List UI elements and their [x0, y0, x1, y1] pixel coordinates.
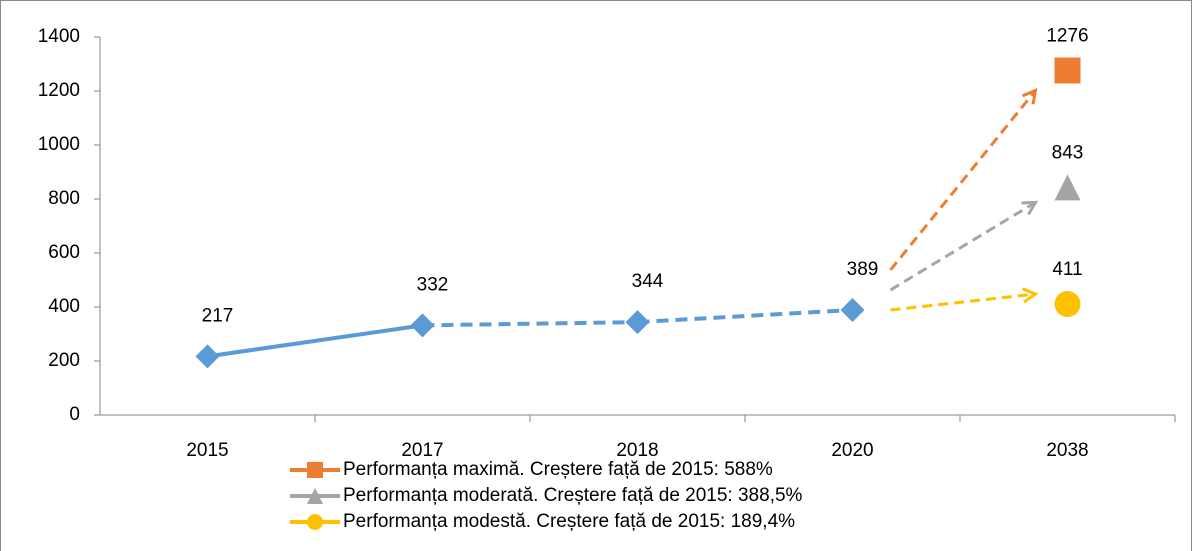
legend-label: Performanța moderată. Creștere față de 2…: [343, 485, 803, 506]
data-point: [625, 310, 650, 335]
data-point: [410, 313, 435, 338]
y-tick-label: 1400: [38, 26, 80, 47]
data-label: 389: [847, 259, 879, 280]
trend-arrow: [890, 292, 1036, 312]
x-tick-label: 2018: [616, 440, 658, 461]
data-point: [307, 514, 323, 530]
data-label: 344: [632, 271, 664, 292]
arrow-head: [1021, 88, 1038, 105]
data-label: 217: [202, 305, 234, 326]
data-point: [1054, 57, 1081, 84]
y-tick-label: 0: [69, 404, 80, 425]
data-label: 411: [1052, 259, 1082, 280]
data-label: 1276: [1046, 25, 1088, 46]
data-point: [840, 297, 865, 322]
trend-arrow: [889, 201, 1037, 292]
arrow-head: [1021, 200, 1039, 216]
legend-label: Performanța maximă. Creștere față de 201…: [343, 459, 773, 480]
y-tick-label: 200: [48, 350, 80, 371]
trend-arrow: [889, 89, 1037, 271]
arrow-head: [1021, 287, 1039, 304]
y-tick-label: 400: [48, 296, 80, 317]
y-tick-label: 1200: [38, 80, 80, 101]
legend-label: Performanța modestă. Creștere față de 20…: [343, 511, 795, 532]
data-point: [1054, 174, 1081, 201]
data-point: [1054, 291, 1081, 318]
data-point: [195, 344, 220, 369]
line-segment: [422, 320, 638, 328]
x-tick-label: 2017: [401, 440, 443, 461]
line-segment: [207, 323, 423, 359]
y-tick-label: 1000: [38, 134, 80, 155]
x-tick-label: 2015: [186, 440, 228, 461]
data-label: 843: [1052, 142, 1084, 163]
line-segment: [637, 307, 853, 325]
y-tick-label: 800: [48, 188, 80, 209]
y-tick-label: 600: [48, 242, 80, 263]
data-label: 332: [417, 274, 449, 295]
x-tick-label: 2020: [831, 440, 873, 461]
x-tick-label: 2038: [1046, 440, 1088, 461]
data-point: [307, 462, 323, 478]
data-point: [307, 488, 323, 504]
